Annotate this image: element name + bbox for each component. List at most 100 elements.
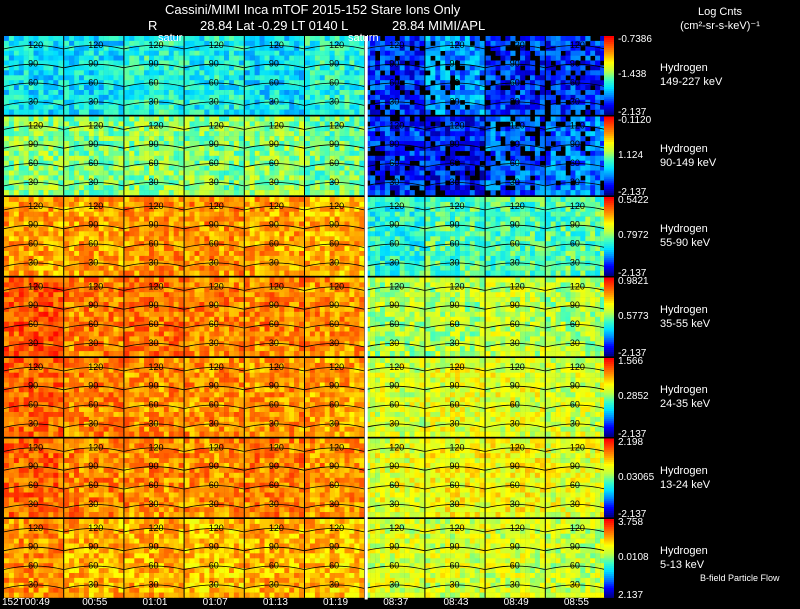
heatmap-cell: [13, 136, 20, 142]
angle-contour: [64, 224, 124, 230]
heatmap-cell: [309, 45, 316, 51]
heatmap-cell: [244, 216, 250, 222]
heatmap-cell: [158, 94, 165, 101]
heatmap-cell: [539, 36, 546, 42]
heatmap-cell: [214, 216, 220, 222]
heatmap-cell: [259, 145, 265, 152]
heatmap-cell: [305, 99, 311, 105]
heatmap-cell: [184, 99, 190, 105]
heatmap-cell: [184, 265, 190, 271]
heatmap-cell: [394, 136, 400, 142]
heatmap-cell: [28, 221, 34, 227]
heatmap-cell: [129, 150, 135, 156]
heatmap-cell: [98, 155, 104, 161]
heatmap-cell: [194, 180, 200, 186]
heatmap-cell: [113, 211, 119, 217]
heatmap-cell: [349, 99, 355, 105]
colorbar-step: [604, 110, 614, 113]
heatmap-cell: [279, 104, 285, 110]
heatmap-cell: [158, 90, 165, 96]
heatmap-cell: [324, 190, 330, 196]
heatmap-cell: [184, 231, 190, 237]
heatmap-cell: [224, 150, 230, 156]
heatmap-cell: [64, 141, 70, 147]
heatmap-cell: [404, 121, 410, 127]
heatmap-cell: [254, 126, 260, 132]
heatmap-cell: [204, 90, 210, 96]
heatmap-cell: [289, 170, 295, 176]
heatmap-cell: [380, 40, 386, 47]
heatmap-cell: [158, 126, 165, 132]
heatmap-cell: [375, 65, 381, 71]
angle-tick-label: 120: [269, 40, 284, 50]
heatmap-cell: [570, 185, 576, 191]
heatmap-cell: [53, 80, 59, 86]
heatmap-cell: [238, 251, 245, 257]
heatmap-cell: [500, 40, 506, 47]
heatmap-cell: [259, 206, 265, 212]
heatmap-cell: [319, 190, 325, 196]
heatmap-cell: [309, 197, 316, 203]
angle-tick-label: 60: [28, 78, 38, 88]
heatmap-cell: [194, 55, 200, 61]
heatmap-cell: [294, 55, 300, 61]
heatmap-cell: [124, 265, 130, 271]
heatmap-cell: [124, 50, 130, 56]
heatmap-cell: [404, 90, 410, 96]
heatmap-cell: [254, 211, 260, 217]
heatmap-cell: [279, 141, 285, 147]
heatmap-cell: [139, 121, 145, 127]
heatmap-cell: [38, 270, 44, 276]
heatmap-cell: [103, 160, 109, 166]
heatmap-cell: [435, 109, 441, 115]
heatmap-cell: [595, 45, 601, 51]
angle-tick-label: 30: [329, 96, 339, 106]
heatmap-cell: [184, 185, 190, 191]
heatmap-cell: [189, 165, 195, 171]
heatmap-cell: [129, 216, 135, 222]
heatmap-cell: [249, 45, 255, 51]
heatmap-cell: [269, 75, 275, 81]
heatmap-cell: [445, 85, 451, 91]
heatmap-cell: [173, 90, 179, 96]
heatmap-cell: [469, 80, 475, 86]
heatmap-cell: [103, 94, 109, 101]
colorbar-step: [604, 132, 614, 135]
heatmap-cell: [485, 80, 491, 86]
heatmap-cell: [269, 85, 275, 91]
heatmap-cell: [464, 36, 471, 42]
heatmap-cell: [238, 36, 245, 42]
heatmap-cell: [88, 45, 95, 51]
heatmap-cell: [23, 45, 29, 51]
heatmap-cell: [279, 90, 285, 96]
heatmap-cell: [570, 50, 576, 56]
heatmap-cell: [264, 226, 270, 232]
heatmap-cell: [28, 206, 34, 212]
heatmap-cell: [79, 85, 85, 91]
heatmap-cell: [580, 94, 586, 101]
heatmap-cell: [389, 94, 396, 101]
heatmap-cell: [500, 131, 506, 137]
heatmap-cell: [83, 70, 90, 76]
heatmap-cell: [329, 116, 335, 122]
heatmap-cell: [354, 221, 360, 227]
heatmap-cell: [163, 155, 170, 161]
heatmap-cell: [334, 60, 340, 66]
heatmap-cell: [425, 121, 431, 127]
colorbar-step: [604, 161, 614, 164]
heatmap-cell: [455, 126, 461, 132]
heatmap-cell: [124, 160, 130, 166]
heatmap-cell: [38, 75, 44, 81]
heatmap-cell: [194, 190, 200, 196]
heatmap-cell: [249, 175, 255, 181]
heatmap-cell: [139, 206, 145, 212]
heatmap-cell: [229, 206, 235, 212]
heatmap-cell: [144, 116, 150, 122]
heatmap-cell: [219, 211, 225, 217]
heatmap-cell: [269, 216, 275, 222]
heatmap-cell: [354, 104, 360, 110]
angle-tick-label: 120: [329, 40, 344, 50]
heatmap-cell: [113, 197, 119, 203]
heatmap-cell: [74, 80, 80, 86]
heatmap-cell: [134, 246, 140, 252]
